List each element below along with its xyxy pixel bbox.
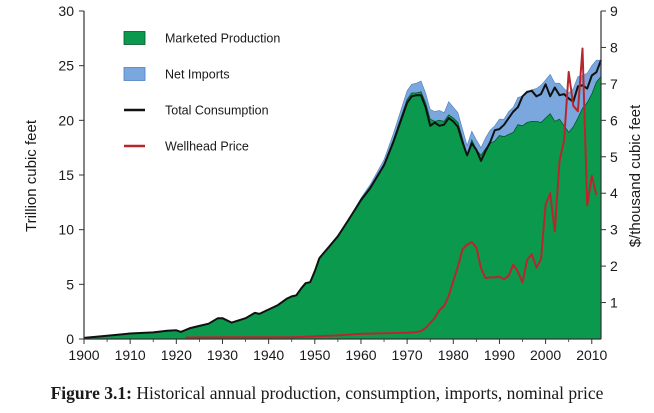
x-tick-label: 1980 [438, 347, 469, 363]
legend-swatch [123, 31, 146, 45]
figure-caption: Figure 3.1: Historical annual production… [0, 383, 654, 404]
axes [79, 10, 606, 344]
x-tick-label: 1950 [299, 347, 330, 363]
y-tick-label: 0 [66, 331, 74, 347]
x-tick-label: 1970 [392, 347, 423, 363]
legend-label: Total Consumption [165, 104, 269, 118]
y2-axis-title: $/thousand cubic feet [627, 104, 644, 247]
y-tick-label: 5 [66, 276, 74, 292]
x-tick-label: 1910 [115, 347, 146, 363]
legend: Marketed Production Net Imports Total Cons… [123, 31, 280, 154]
y-tick-label: 10 [58, 222, 74, 238]
wellhead-price-line [185, 47, 598, 339]
y2-tick-label: 7 [610, 76, 618, 92]
legend-swatch [123, 67, 146, 81]
legend-label: Net Imports [165, 68, 230, 82]
y2-tick-label: 9 [610, 3, 618, 19]
y2-tick-label: 4 [610, 185, 618, 201]
legend-label: Wellhead Price [165, 140, 249, 154]
x-tick-label: 2010 [576, 347, 607, 363]
x-tick-label: 2000 [530, 347, 561, 363]
y-tick-label: 15 [58, 167, 74, 183]
x-tick-label: 1900 [68, 347, 99, 363]
y2-tick-label: 3 [610, 222, 618, 238]
y-tick-label: 25 [58, 58, 74, 74]
x-tick-label: 1960 [345, 347, 376, 363]
y2-tick-label: 6 [610, 112, 618, 128]
x-tick-label: 1920 [161, 347, 192, 363]
y2-tick-label: 5 [610, 149, 618, 165]
y2-tick-label: 1 [610, 295, 618, 311]
total-consumption-line [83, 59, 602, 339]
y-tick-label: 20 [58, 112, 74, 128]
y2-tick-label: 8 [610, 39, 618, 55]
caption-text: Historical annual production, consumptio… [136, 383, 604, 403]
y2-tick-label: 2 [610, 258, 618, 274]
area-layer [83, 59, 602, 340]
x-tick-label: 1990 [484, 347, 515, 363]
x-tick-label: 1940 [253, 347, 284, 363]
y-tick-label: 30 [58, 3, 74, 19]
caption-label: Figure 3.1: [50, 383, 132, 403]
tick-labels: 1900 1910 1920 1930 1940 1950 1960 1970 1980 1990… [58, 3, 618, 363]
x-tick-label: 1930 [207, 347, 238, 363]
y-axis-title: Trillion cubic feet [23, 119, 40, 232]
chart: 1900 1910 1920 1930 1940 1950 1960 1970 1980 1990… [23, 3, 644, 363]
legend-label: Marketed Production [165, 32, 280, 46]
line-layer [83, 47, 602, 339]
